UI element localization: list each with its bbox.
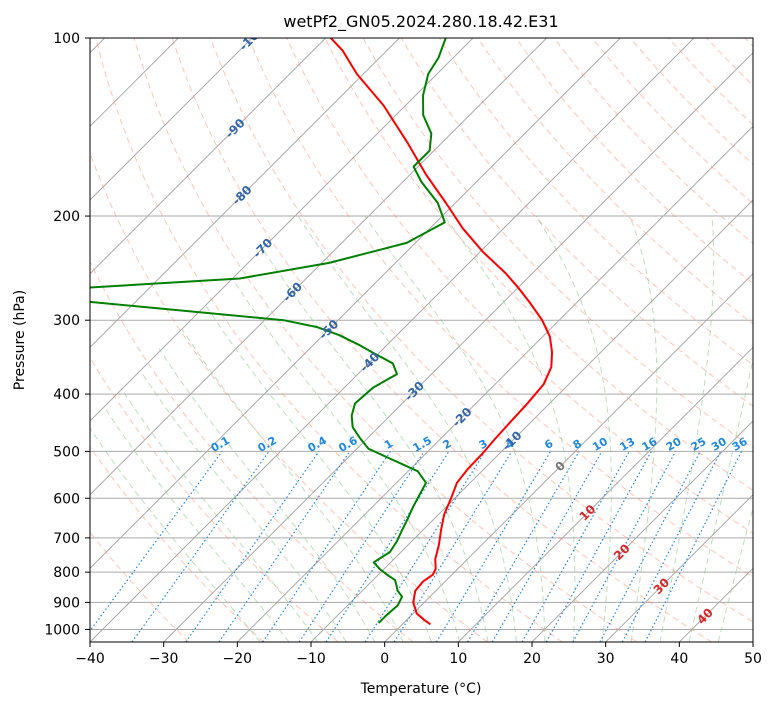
adiabat-lines (90, 38, 753, 642)
isotherm-line (605, 493, 753, 642)
y-tick-label: 400 (53, 387, 80, 403)
y-tick-label: 700 (53, 531, 80, 547)
isotherm-line (90, 38, 327, 275)
x-tick-label: −20 (223, 651, 253, 667)
x-tick-label: −10 (296, 651, 326, 667)
moist-adiabat-line (90, 427, 261, 642)
isotherm-line (90, 38, 253, 201)
moist-adiabat-line (659, 216, 715, 642)
isotherm-line (310, 199, 753, 642)
y-tick-label: 800 (53, 565, 80, 581)
mixing-ratio-line (185, 451, 320, 642)
moist-adiabat-line (629, 215, 658, 642)
y-axis-label: Pressure (hPa) (12, 290, 28, 390)
isotherm-line (457, 346, 753, 642)
mixing-ratio-line (572, 451, 677, 642)
isotherm-line (531, 420, 753, 642)
chart-title: wetPf2_GN05.2024.280.18.42.E31 (283, 12, 558, 32)
dry-adiabat-line (515, 38, 753, 285)
dry-adiabat-line (171, 38, 712, 642)
moist-adiabat-line (103, 406, 290, 642)
mixing-ratio-line (521, 451, 630, 642)
y-tick-label: 200 (53, 209, 80, 225)
moist-adiabat-line (364, 215, 546, 642)
dry-adiabat-line (90, 445, 264, 642)
x-tick-label: −40 (75, 651, 105, 667)
moist-adiabat-line (120, 387, 319, 642)
y-tick-label: 100 (53, 31, 80, 47)
mixing-ratio-line (364, 451, 486, 642)
mixing-ratio-line (325, 451, 450, 642)
mixing-ratio-line (466, 451, 580, 642)
mixing-ratio-line (435, 451, 552, 642)
moist-adiabat-line (443, 215, 576, 642)
moist-adiabat-line (260, 246, 489, 642)
x-axis-ticks: −40 −30 −20 −10 0 10 20 30 40 50 (75, 642, 762, 667)
mixing-ratio-line (218, 451, 351, 642)
isotherm-line (90, 38, 621, 570)
moist-adiabat-line (231, 278, 461, 642)
moist-adiabat-line (158, 348, 376, 642)
x-tick-label: −30 (149, 651, 179, 667)
moist-adiabat-line (203, 302, 432, 642)
y-axis-ticks: 100 200 300 400 500 600 700 800 900 1000 (44, 31, 90, 638)
isotherm-line (90, 38, 548, 496)
x-tick-label: 40 (670, 651, 688, 667)
dry-adiabat-line (286, 38, 753, 534)
x-tick-label: 20 (523, 651, 541, 667)
mixing-ratio-lines (90, 451, 743, 642)
moist-adiabat-line (139, 370, 347, 642)
mixing-ratio-line (545, 451, 652, 642)
mixing-ratio-line (131, 451, 270, 642)
y-tick-label: 1000 (44, 622, 80, 638)
mixing-ratio-line (491, 451, 603, 642)
x-tick-label: 50 (744, 651, 762, 667)
dry-adiabat-line (324, 38, 753, 491)
mixing-ratio-line (393, 451, 513, 642)
x-axis-label: Temperature (°C) (360, 681, 482, 697)
dry-adiabat-line (248, 38, 753, 578)
y-tick-label: 900 (53, 595, 80, 611)
y-tick-label: 500 (53, 444, 80, 460)
y-tick-label: 300 (53, 313, 80, 329)
dewpoint-profile-line (90, 38, 447, 624)
dry-adiabat-line (90, 260, 414, 642)
dry-adiabat-line (209, 38, 753, 623)
mixing-ratio-line (90, 451, 223, 632)
isotherm-line (90, 38, 695, 642)
y-tick-label: 600 (53, 491, 80, 507)
plot-frame (89, 37, 754, 643)
sounding-series (90, 38, 554, 626)
isotherm-line (163, 51, 753, 642)
x-tick-label: 0 (380, 651, 389, 667)
x-tick-label: 10 (449, 651, 467, 667)
isotherm-line (236, 125, 753, 642)
dry-adiabat-line (90, 356, 339, 642)
temperature-profile-line (330, 38, 554, 626)
x-tick-label: 30 (597, 651, 615, 667)
moist-adiabat-line (181, 328, 404, 642)
isotherm-line (384, 272, 753, 642)
moist-adiabat-line (535, 215, 612, 642)
isotherm-line (90, 38, 474, 422)
